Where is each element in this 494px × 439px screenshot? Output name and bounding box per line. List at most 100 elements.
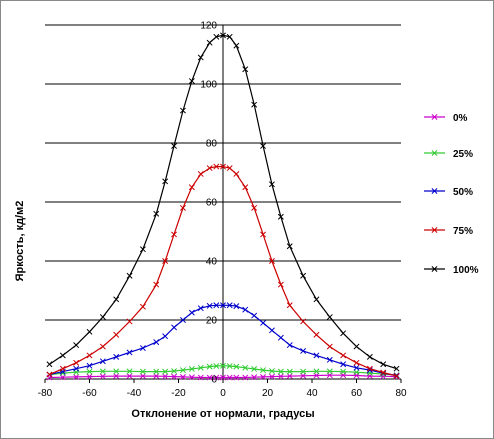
x-tick-label-8: 80 (395, 388, 407, 399)
x-tick-label-6: 40 (306, 388, 318, 399)
series-3-point-31 (380, 369, 387, 376)
series-0-point-21 (260, 373, 267, 380)
series-1-point-11 (179, 367, 186, 374)
series-4-point-5 (113, 296, 120, 303)
series-0-point-13 (197, 374, 204, 381)
series-4-point-16 (220, 32, 226, 39)
y-axis-title: Яркость, кд/м2 (14, 201, 26, 282)
series-0-point-8 (153, 373, 160, 380)
series-0-point-9 (162, 373, 169, 380)
series-1-point-23 (277, 368, 284, 375)
series-2-point-2 (73, 365, 80, 372)
series-4-point-28 (340, 330, 347, 337)
series-0-point-15 (213, 374, 220, 381)
series-1-point-3 (86, 368, 93, 375)
series-3-point-20 (251, 204, 258, 211)
legend-marker-1 (431, 150, 438, 156)
series-3-point-21 (260, 231, 267, 238)
series-1-point-14 (206, 363, 213, 370)
series-4-point-29 (353, 343, 360, 350)
series-4-point-7 (139, 246, 146, 253)
series-1-point-13 (197, 364, 204, 371)
series-1-point-7 (139, 368, 146, 375)
series-4-point-23 (277, 213, 284, 220)
legend-label-0: 0% (453, 113, 468, 124)
series-1-point-9 (162, 368, 169, 375)
series-2-point-5 (113, 353, 120, 360)
series-2-point-3 (86, 362, 93, 369)
series-3-point-3 (86, 352, 93, 359)
series-4-point-32 (393, 365, 400, 372)
series-4-point-15 (213, 33, 220, 40)
series-4-point-27 (326, 314, 333, 321)
series-4-point-8 (153, 210, 160, 217)
series-4-point-11 (179, 107, 186, 114)
series-4-point-17 (226, 33, 233, 40)
series-3-point-6 (126, 318, 133, 325)
y-tick-label-6: 120 (200, 21, 217, 32)
series-4-point-24 (286, 243, 293, 250)
series-0-point-18 (233, 374, 240, 381)
series-4-point-30 (366, 353, 373, 360)
series-0-point-20 (251, 374, 258, 381)
series-1-point-28 (340, 368, 347, 375)
series-3-point-26 (313, 331, 320, 338)
series-4-point-19 (242, 66, 249, 73)
series-3-point-27 (326, 343, 333, 350)
series-2-point-19 (242, 306, 249, 313)
series-1-point-10 (171, 368, 178, 374)
legend-marker-4 (431, 266, 438, 272)
series-4-point-14 (206, 39, 213, 46)
series-0-point-4 (99, 373, 106, 380)
series-3-point-32 (393, 373, 400, 380)
legend: 0% 25% 50% 75% 100% (424, 113, 479, 276)
series-0-point-10 (171, 373, 178, 380)
series-1-point-6 (126, 368, 133, 375)
series-0-point-11 (179, 373, 186, 380)
legend-marker-3 (431, 227, 438, 233)
y-tick-label-5: 100 (200, 80, 217, 91)
x-tick-label-4: 0 (220, 388, 226, 399)
series-1-point-22 (268, 368, 275, 374)
x-axis-title: Отклонение от нормали, градусы (131, 408, 314, 420)
series-3-point-17 (226, 165, 233, 172)
series-3-point-16 (220, 163, 226, 170)
series-3-point-30 (366, 365, 373, 372)
series-4-point-25 (300, 272, 307, 279)
legend-label-1: 25% (453, 149, 473, 160)
series-3-point-18 (233, 171, 240, 177)
series-0-point-12 (188, 374, 195, 381)
series-3-point-0 (46, 371, 53, 378)
series-3-point-4 (99, 343, 106, 350)
series-2-point-23 (277, 334, 284, 341)
series-1-point-16 (220, 362, 226, 369)
series-3-point-5 (113, 331, 120, 338)
series-3-point-11 (179, 204, 186, 211)
y-tick-label-3: 60 (206, 198, 218, 209)
x-tick-label-1: -60 (82, 388, 97, 399)
series-2-point-7 (139, 345, 146, 351)
series-3-point-8 (153, 281, 160, 288)
series-2-point-28 (340, 361, 347, 368)
series-2-point-25 (300, 348, 307, 354)
series-2-point-17 (226, 302, 233, 309)
series-0-point-22 (268, 373, 275, 380)
axes (44, 24, 402, 383)
series-3-point-9 (162, 258, 169, 264)
series-3-point-13 (197, 171, 204, 177)
series-1-point-27 (326, 368, 333, 375)
series-0-point-7 (139, 373, 146, 380)
series-2-point-11 (179, 317, 186, 323)
series-2-point-27 (326, 356, 333, 363)
series-1-point-25 (300, 368, 307, 375)
legend-label-4: 100% (453, 265, 479, 276)
tick-labels: -80 -60 -40 -20 0 20 40 60 80 0 20 40 60 80 100 120 (38, 21, 407, 400)
series-4-point-0 (46, 361, 53, 368)
series-1-point-8 (153, 368, 160, 375)
series-1-point-15 (213, 363, 220, 369)
series-0-point-14 (206, 374, 213, 381)
series-0-point-6 (126, 373, 133, 380)
series-2-point-29 (353, 364, 360, 371)
